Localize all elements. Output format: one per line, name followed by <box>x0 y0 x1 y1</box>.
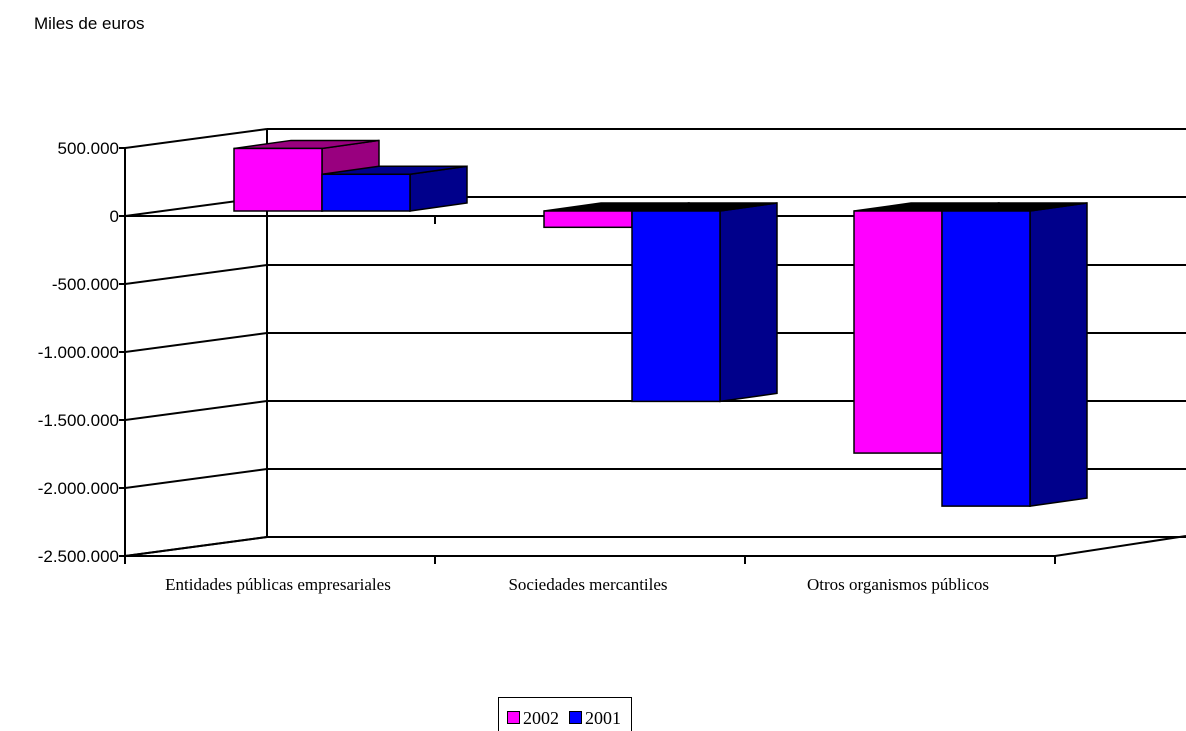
y-tick-label-2: -500.000 <box>52 275 119 294</box>
gridline-side-0 <box>124 128 268 149</box>
gridline-side-4 <box>124 400 268 421</box>
legend: 2002 2001 <box>498 697 632 731</box>
bar-front-2002-0 <box>233 147 323 212</box>
y-tick-label-6: -2.500.000 <box>38 547 119 566</box>
bar-front-2001-2 <box>941 210 1031 507</box>
bar-front-2002-2 <box>853 210 943 454</box>
x-tick-label-1: Sociedades mercantiles <box>508 575 667 594</box>
x-tick-label-0: Entidades públicas empresariales <box>165 575 391 594</box>
bar-front-2002-1 <box>543 210 633 229</box>
legend-label-2002: 2002 <box>523 707 559 728</box>
gridline-side-5 <box>124 468 268 489</box>
y-tick-label-0: 500.000 <box>58 139 119 158</box>
legend-label-2001: 2001 <box>585 707 621 728</box>
y-tick-label-1: 0 <box>110 207 119 226</box>
legend-item-2002: 2002 <box>507 704 559 731</box>
bar-front-2001-1 <box>631 210 721 403</box>
bar-side-2001-1 <box>719 202 778 403</box>
legend-swatch-2001 <box>569 711 582 724</box>
bar-2001-0 <box>321 165 468 212</box>
floor-right-edge <box>1054 535 1186 557</box>
bar-2001-1 <box>631 202 778 403</box>
unit-label: Miles de euros <box>34 14 145 33</box>
legend-swatch-2002 <box>507 711 520 724</box>
x-tick-labels: Entidades públicas empresariales Sociedad… <box>165 575 989 594</box>
gridline-side-6 <box>124 536 268 557</box>
x-tick-label-2: Otros organismos públicos <box>807 575 989 594</box>
bar-side-2001-2 <box>1029 202 1088 507</box>
y-tick-label-3: -1.000.000 <box>38 343 119 362</box>
y-tick-label-5: -2.000.000 <box>38 479 119 498</box>
y-tick-label-4: -1.500.000 <box>38 411 119 430</box>
bar-2001-2 <box>941 202 1088 507</box>
bars <box>233 139 1088 507</box>
bar-front-2001-0 <box>321 173 411 212</box>
gridline-side-2 <box>124 264 268 285</box>
legend-item-2001: 2001 <box>569 704 621 731</box>
gridline-side-3 <box>124 332 268 353</box>
y-tick-labels: 500.000 0 -500.000 -1.000.000 -1.500.000 -2.0… <box>38 139 119 566</box>
